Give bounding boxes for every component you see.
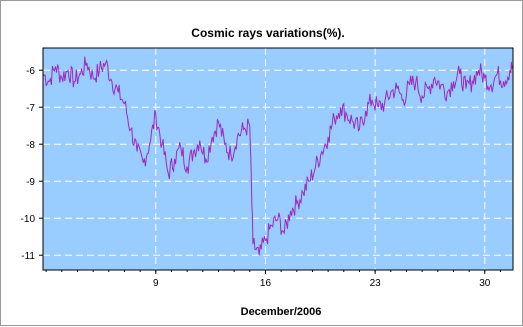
y-tick-label: -8 (26, 140, 35, 151)
y-tick-label: -7 (26, 103, 35, 114)
plot-area (42, 47, 514, 271)
y-tick-label: -6 (26, 66, 35, 77)
y-tick-label: -11 (21, 251, 35, 262)
y-tick-label: -10 (21, 214, 36, 225)
plot-border (42, 47, 514, 271)
y-tick-label: -9 (26, 177, 35, 188)
x-tick-label: 9 (153, 278, 159, 289)
series-line (42, 56, 514, 256)
chart-title: Cosmic rays variations(%). (191, 26, 344, 40)
x-tick-label: 23 (370, 278, 382, 289)
x-axis-title: December/2006 (241, 306, 322, 318)
x-tick-label: 16 (260, 278, 272, 289)
x-tick-label: 30 (479, 278, 491, 289)
